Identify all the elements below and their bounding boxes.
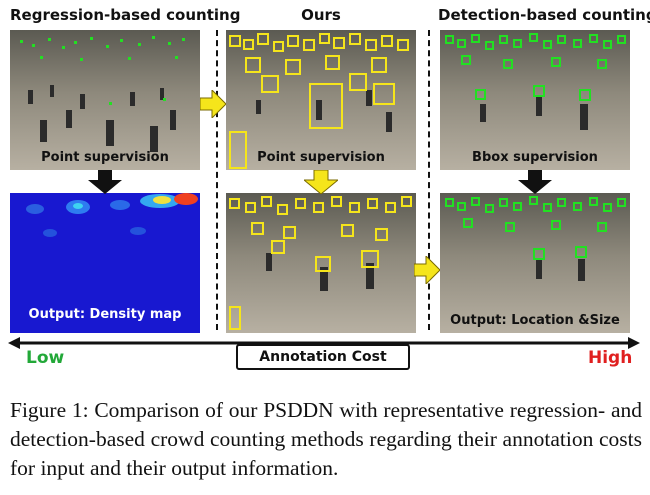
ours-column-title: Ours: [301, 6, 341, 24]
density-map-label: Output: Density map: [28, 307, 182, 322]
cost-high-label: High: [588, 348, 633, 368]
detection-output-label: Output: Location &Size: [450, 313, 620, 328]
ours-output-photo: [226, 193, 416, 333]
detection-column-title: Detection-based counting: [438, 6, 650, 24]
density-map-image: [10, 193, 200, 333]
regression-column-title: Regression-based counting: [10, 6, 241, 24]
down-arrow-icon: [518, 170, 552, 194]
density-map-output: Output: Density map: [10, 193, 200, 333]
detection-output-photo: Output: Location &Size: [440, 193, 630, 333]
divider-left: [216, 30, 218, 330]
cost-low-label: Low: [26, 348, 65, 368]
crowd-scene-image: [10, 30, 200, 170]
right-arrow-icon: [200, 90, 226, 118]
ours-output-image: [226, 193, 416, 333]
regression-input-label: Point supervision: [41, 150, 169, 165]
detection-output-image: [440, 193, 630, 333]
ours-input-label: Point supervision: [257, 150, 385, 165]
divider-right: [428, 30, 430, 330]
cost-axis-arrow: [8, 337, 640, 349]
detection-crowd-scene-image: [440, 30, 630, 170]
down-arrow-icon: [304, 170, 338, 194]
annotation-cost-label: Annotation Cost: [236, 344, 410, 370]
ours-crowd-scene-image: [226, 30, 416, 170]
ours-input-photo: Point supervision: [226, 30, 416, 170]
detection-input-label: Bbox supervision: [472, 150, 598, 165]
figure-caption: Figure 1: Comparison of our PSDDN with r…: [10, 398, 642, 480]
down-arrow-icon: [88, 170, 122, 194]
regression-input-photo: Point supervision: [10, 30, 200, 170]
right-arrow-icon: [414, 256, 440, 284]
detection-input-photo: Bbox supervision: [440, 30, 630, 170]
